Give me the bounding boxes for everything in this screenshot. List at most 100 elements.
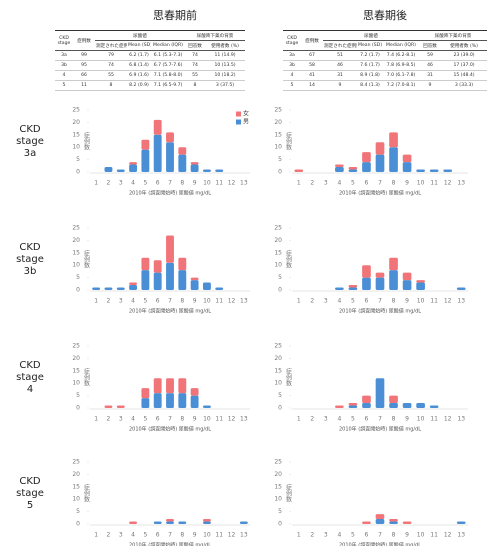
x-tick-label: 9 [193,298,197,305]
x-tick-label: 5 [143,180,147,187]
data-table: CKD stage症例数尿酸値尿酸降下薬の背景測定された症例数Mean (SD)… [283,30,487,91]
y-tick-label: 0 [76,521,80,528]
y-tick-label: 0 [278,405,282,412]
bar [178,257,187,271]
table-row: 3a 99 79 6.2 (1.7) 6.1 (5.3-7.3) 74 11 (14.9) [55,50,246,61]
y-tick-label: 10 [72,262,80,269]
bar [153,134,162,172]
x-tick-label: 2 [310,180,314,187]
x-tick-label: 12 [444,180,452,187]
bar [348,287,358,290]
bar [104,167,113,172]
x-tick-label: 11 [430,180,438,187]
y-axis-label: 症例数 [285,483,292,503]
bar [456,287,466,290]
x-tick-label: 8 [392,532,396,539]
table-row: 4 66 55 6.9 (1.6) 7.1 (5.8-8.0) 55 10 (18.2) [55,70,246,81]
table-cell: 8.9 (1.8) [357,70,383,81]
y-tick-label: 10 [72,380,80,387]
y-tick-label: 15 [72,249,80,256]
bar [335,167,344,172]
header-cell: 尿酸値 [95,30,185,41]
bar [116,287,125,290]
bar [402,280,412,290]
table-cell: 3 (37.5) [205,80,246,91]
x-tick-label: 2 [310,416,314,423]
x-axis-label: 2010年 (調査開始時) 尿酸値 mg/dL [129,190,211,197]
bar [129,164,138,172]
bar [166,235,174,263]
header-cell: 症例数 [73,30,95,51]
subheader-cell: 測定された症例数 [95,40,127,51]
y-tick-label: 5 [76,392,80,399]
bar [389,147,398,172]
table-cell: 8 [185,80,205,91]
bar [129,521,138,524]
x-tick-label: 11 [215,180,223,187]
y-tick-label: 25 [274,343,282,350]
x-tick-label: 9 [193,532,197,539]
x-tick-label: 6 [156,180,160,187]
x-axis-label: 2010年 (調査開始時) 尿酸値 mg/dL [339,190,421,197]
bar [429,405,439,408]
table-cell: 31 [323,70,357,81]
table-cell: 74 [95,60,127,71]
x-tick-label: 4 [131,416,135,423]
table-cell: 15 (48.4) [441,70,487,81]
bar [239,521,248,524]
y-tick-label: 15 [274,131,282,138]
table-row: 5 14 9 8.4 (1.3) 7.2 (7.0-8.1) 9 3 (33.3) [283,80,487,91]
y-tick-label: 20 [72,355,80,362]
table-cell: 3b [283,60,301,71]
bar [348,285,358,288]
header-row: CKD stage 症例数 尿酸値 尿酸降下薬の背景 [55,30,246,51]
x-tick-label: 8 [180,180,184,187]
x-axis-label: 2010年 (調査開始時) 尿酸値 mg/dL [129,542,211,546]
x-tick-label: 4 [337,532,341,539]
x-tick-label: 9 [193,416,197,423]
table-cell: 6.9 (1.6) [127,70,151,81]
bar [190,277,199,281]
row-label: stage [16,372,44,383]
table-row: 5 11 8 8.2 (0.9) 7.1 (6.5-9.7) 8 3 (37.5) [55,80,246,91]
header-cell: 尿酸降下薬の背景 [419,30,487,41]
y-tick-label: 5 [76,508,80,515]
x-tick-label: 4 [337,180,341,187]
table-row: 3b 58 46 7.6 (1.7) 7.8 (6.9-8.5) 46 17 (37.0) [283,60,487,71]
bar [153,521,162,524]
bar [362,152,371,163]
header-cell: 尿酸値 [323,30,419,41]
x-tick-label: 11 [215,298,223,305]
x-tick-label: 9 [405,416,409,423]
row-label: 3a [24,148,37,159]
table-cell: 5 [55,80,73,91]
y-axis-label: 症例数 [285,367,292,387]
table-cell: 8 [95,80,127,91]
y-tick-label: 25 [72,225,80,232]
bar [348,405,358,408]
bar [443,169,453,172]
bar [402,521,412,524]
bar [202,405,211,408]
table-row: 3b 95 74 6.8 (1.4) 6.7 (5.7-7.6) 74 10 (13.5) [55,60,246,71]
bar [389,257,398,271]
bar [362,162,371,172]
bar [141,270,150,290]
bar [375,142,385,155]
bar [416,280,425,283]
table-cell: 5 [283,80,301,91]
table-cell: 7.2 (7.0-8.1) [383,80,419,91]
bar [190,164,199,172]
bar [166,262,174,290]
y-tick-label: 5 [76,274,80,281]
y-tick-label: 25 [274,225,282,232]
x-tick-label: 3 [119,532,123,539]
row-label: 3b [24,266,37,277]
bar [402,272,412,281]
legend-label: 男 [243,119,249,126]
x-tick-label: 6 [365,298,369,305]
bar [202,169,211,172]
bar [141,257,150,271]
